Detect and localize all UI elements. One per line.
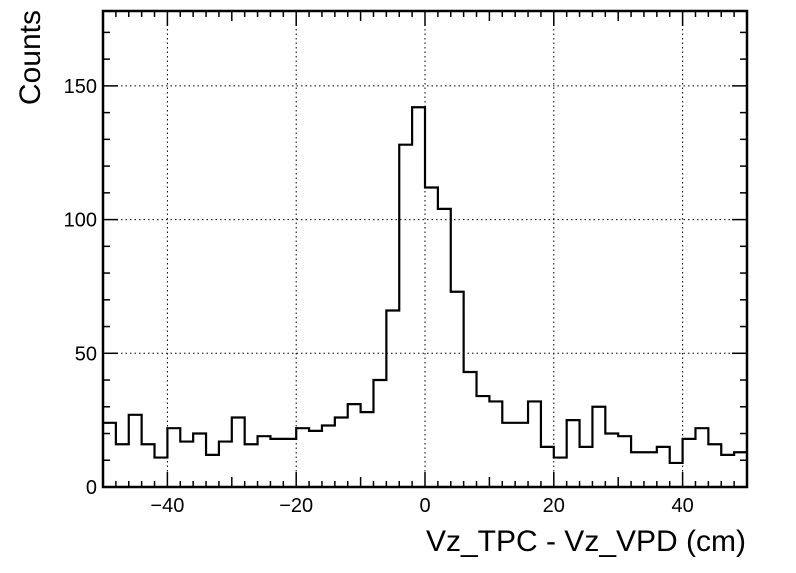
y-tick-label: 100 (64, 210, 97, 232)
grid-lines (103, 11, 747, 487)
tick-labels: −40 −20 0 20 40 0 50 100 150 (64, 76, 694, 517)
axis-ticks (102, 11, 748, 488)
y-tick-label: 150 (64, 76, 97, 98)
plot-frame (101, 9, 749, 489)
y-axis-title: Counts (14, 10, 47, 105)
x-tick-label: 20 (543, 495, 565, 517)
x-tick-label: 40 (671, 495, 693, 517)
y-tick-label: 0 (86, 477, 97, 499)
x-tick-label: −40 (150, 495, 184, 517)
x-tick-label: −20 (279, 495, 313, 517)
histogram-step-line (103, 106, 747, 465)
y-tick-label: 50 (75, 343, 97, 365)
x-tick-label: 0 (419, 495, 430, 517)
x-axis-title: Vz_TPC - Vz_VPD (cm) (426, 525, 746, 558)
